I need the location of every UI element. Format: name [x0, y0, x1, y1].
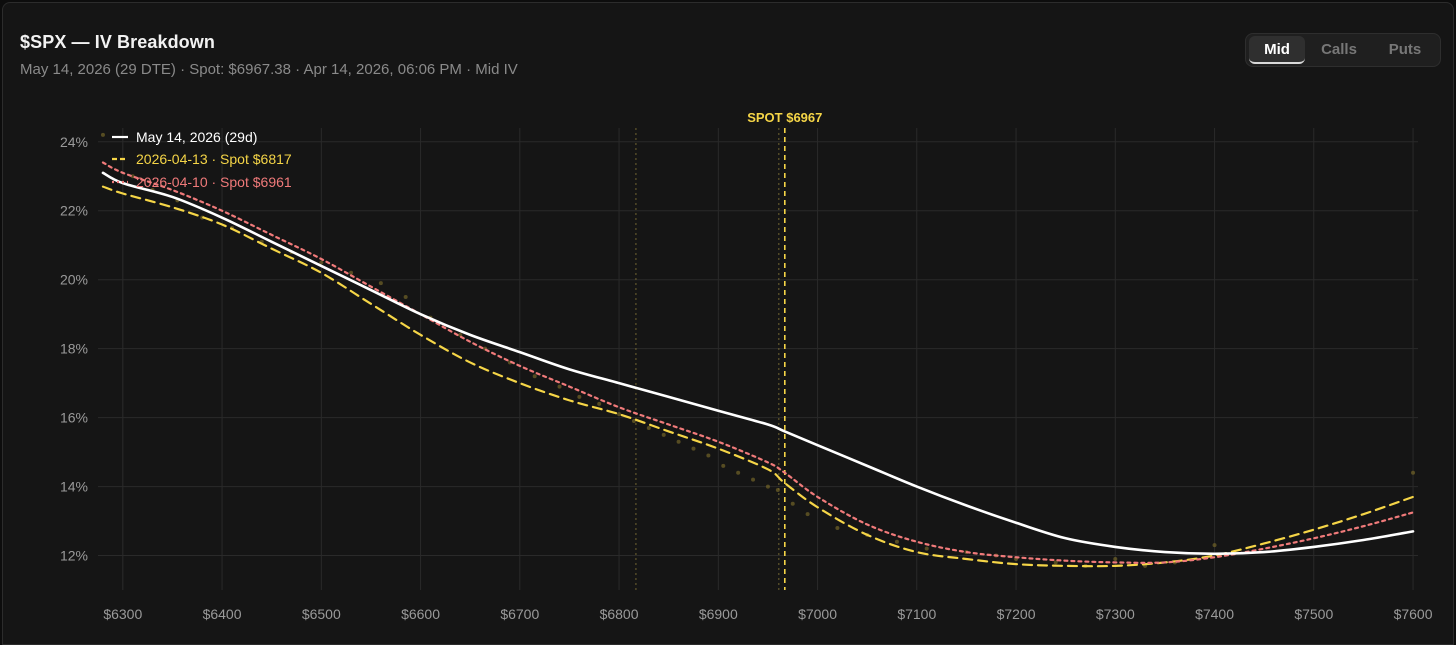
legend-label: 2026-04-10 · Spot $6961: [136, 174, 292, 190]
scatter-point: [894, 539, 899, 544]
scatter-point: [751, 477, 756, 482]
x-tick-label: $6900: [699, 606, 738, 622]
x-tick-label: $7000: [798, 606, 837, 622]
series-line-0: [101, 171, 1415, 556]
scatter-points: [100, 132, 1416, 568]
scatter-point: [775, 488, 780, 493]
scatter-point: [349, 270, 354, 275]
axis-labels: 12% 14% 16% 18% 20% 22% 24% $6300 $6400 $6500 $660…: [60, 134, 1433, 622]
legend-label: 2026-04-13 · Spot $6817: [136, 151, 292, 167]
scatter-point: [736, 470, 741, 475]
page-subtitle: May 14, 2026 (29 DTE) · Spot: $6967.38 ·…: [20, 61, 518, 78]
scatter-point: [557, 384, 562, 389]
toggle-puts[interactable]: Puts: [1388, 41, 1422, 58]
scatter-point: [378, 281, 383, 286]
series-line-1: [101, 185, 1415, 568]
y-tick-label: 20%: [60, 272, 88, 288]
x-tick-label: $6300: [103, 606, 142, 622]
scatter-point: [403, 294, 408, 299]
grid: [98, 128, 1418, 590]
scatter-point: [597, 401, 602, 406]
series-line-2: [101, 161, 1415, 564]
legend-label: May 14, 2026 (29d): [136, 129, 257, 145]
scatter-point: [706, 453, 711, 458]
scatter-point: [765, 484, 770, 489]
x-tick-label: $7500: [1294, 606, 1333, 622]
scatter-point: [532, 374, 537, 379]
toggle-mid[interactable]: Mid: [1249, 36, 1305, 64]
scatter-point: [691, 446, 696, 451]
legend: May 14, 2026 (29d) 2026-04-13 · Spot $681…: [112, 129, 292, 190]
y-tick-label: 18%: [60, 341, 88, 357]
scatter-point: [617, 412, 622, 417]
scatter-point: [676, 439, 681, 444]
scatter-point: [835, 525, 840, 530]
scatter-point: [790, 501, 795, 506]
iv-type-toggle: Mid Calls Puts: [1245, 33, 1441, 67]
x-tick-label: $6500: [302, 606, 341, 622]
x-tick-label: $7300: [1096, 606, 1135, 622]
x-tick-label: $6600: [401, 606, 440, 622]
vertical-markers: SPOT $6967: [635, 110, 822, 590]
scatter-point: [1411, 470, 1416, 475]
x-tick-label: $6700: [500, 606, 539, 622]
x-tick-label: $6400: [203, 606, 242, 622]
scatter-point: [319, 260, 324, 265]
scatter-point: [721, 463, 726, 468]
y-tick-label: 12%: [60, 548, 88, 564]
y-tick-label: 24%: [60, 134, 88, 150]
scatter-point: [1053, 560, 1058, 565]
scatter-point: [100, 132, 105, 137]
scatter-point: [1113, 556, 1118, 561]
page-title: $SPX — IV Breakdown: [20, 32, 215, 52]
scatter-point: [1212, 543, 1217, 548]
toggle-calls[interactable]: Calls: [1321, 41, 1357, 58]
scatter-point: [577, 394, 582, 399]
x-tick-label: $7100: [897, 606, 936, 622]
y-tick-label: 22%: [60, 203, 88, 219]
scatter-point: [924, 546, 929, 551]
y-tick-label: 16%: [60, 410, 88, 426]
series-lines: [101, 161, 1415, 568]
y-tick-label: 14%: [60, 479, 88, 495]
scatter-point: [646, 425, 651, 430]
spot-label: SPOT $6967: [747, 110, 822, 125]
scatter-point: [805, 512, 810, 517]
x-tick-label: $7200: [997, 606, 1036, 622]
scatter-point: [661, 432, 666, 437]
x-tick-label: $7600: [1394, 606, 1433, 622]
x-tick-label: $6800: [600, 606, 639, 622]
x-tick-label: $7400: [1195, 606, 1234, 622]
